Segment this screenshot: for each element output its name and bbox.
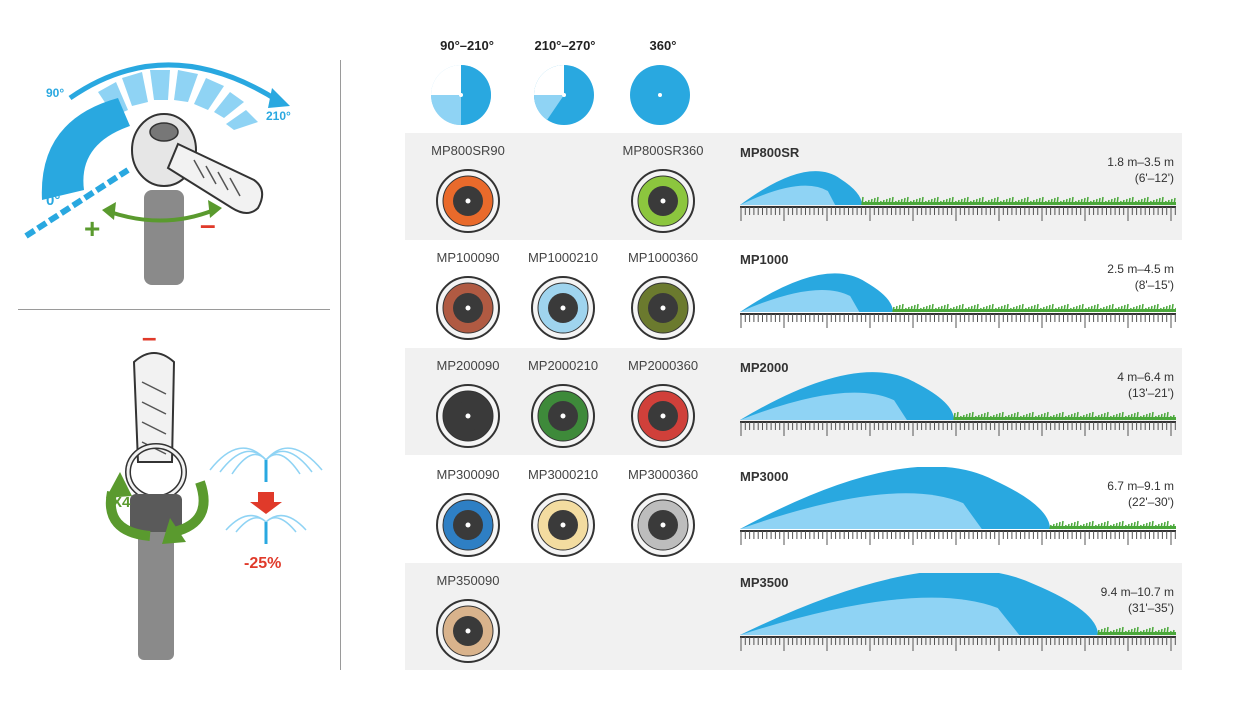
model-label: MP1000360 [627,250,699,265]
range-box: 9.4 m–10.7 m (31'–35') [1040,585,1174,621]
spray-inner [740,289,860,312]
nozzle-icon [531,384,595,448]
spray-inner [740,185,836,205]
model-label: MP100090 [436,250,500,265]
range-feet: (22'–30') [1128,495,1174,509]
quarter-to-half-arc-icon [431,65,491,125]
rotation-arrow-right [172,480,209,537]
nozzle-icon [436,493,500,557]
range-metric: 1.8 m–3.5 m [1107,155,1174,169]
model-label: MP2000360 [627,358,699,373]
zero-degree-label: 0° [46,192,60,209]
rotations-label: X4 [112,494,131,511]
left-panel-divider [18,309,330,310]
plus-label: + [84,213,100,244]
model-label: MP350090 [436,573,500,588]
ruler-ticks [740,207,1176,221]
arc-coverage-region [41,98,130,200]
nozzle-icon [436,384,500,448]
range-metric: 9.4 m–10.7 m [1100,585,1174,599]
range-feet: (8'–15') [1134,278,1174,292]
three-quarter-arc-icon [533,65,594,125]
range-metric: 6.7 m–9.1 m [1107,479,1174,493]
nozzle-icon [631,493,695,557]
spray-range-graphic [740,467,1176,545]
model-label: MP1000210 [527,250,599,265]
header-arc-90-210: 90°–210° [440,38,494,53]
rotation-arrow-left [105,491,151,541]
header-arc-360: 360° [649,38,677,53]
nozzle-icon [631,276,695,340]
top-minus-label: – [142,322,156,352]
nozzle-icon [436,276,500,340]
ruler-ticks [740,314,1176,328]
adjust-arrow [109,208,215,223]
series-name: MP3000 [740,469,789,484]
arc-arrow [68,62,282,105]
spray-inner [740,493,982,529]
range-feet: (13'–21') [1128,386,1174,400]
arc-arrow-head-icon [268,88,290,108]
nozzle-icon [631,384,695,448]
series-name: MP3500 [740,575,789,590]
range-box: 1.8 m–3.5 m (6'–12') [1040,155,1174,191]
range-feet: (31'–35') [1128,601,1174,615]
full-spray-fan [209,447,323,482]
zero-degree-line [24,167,130,239]
spray-inner [740,392,907,420]
nozzle-icon [531,276,595,340]
model-label: MP200090 [436,358,500,373]
range-metric: 4 m–6.4 m [1117,370,1174,384]
nozzle-icon [436,169,500,233]
model-label: MP300090 [436,467,500,482]
series-name: MP2000 [740,360,789,375]
spray-range-graphic [740,171,1176,221]
spray-range-graphic [740,372,1176,436]
header-arc-210-270: 210°–270° [534,38,596,53]
ruler-ticks [740,531,1176,545]
model-label: MP800SR360 [622,143,704,158]
range-metric: 2.5 m–4.5 m [1107,262,1174,276]
model-label: MP2000210 [527,358,599,373]
spray-fan-segments [98,70,258,130]
model-label: MP3000210 [527,467,599,482]
nozzle-icon [436,599,500,663]
minus-label: – [200,209,216,240]
arc-end-label: 210° [266,109,291,123]
main-divider [340,60,341,670]
arc-adjustment-illustration: 90° 210° 0° + – [24,62,291,285]
spray-range-graphic [740,573,1176,651]
nozzle-stem [144,190,184,285]
nozzle-icon [531,493,595,557]
range-feet: (6'–12') [1134,171,1174,185]
spray-range-graphic [740,273,1176,328]
nozzle-icon [631,169,695,233]
range-box: 6.7 m–9.1 m (22'–30') [1040,479,1174,515]
model-label: MP800SR90 [431,143,505,158]
reduced-spray-fan [225,514,307,544]
series-name: MP800SR [740,145,800,160]
arc-start-label: 90° [46,86,64,100]
range-box: 4 m–6.4 m (13'–21') [1040,370,1174,406]
model-label: MP3000360 [627,467,699,482]
range-box: 2.5 m–4.5 m (8'–15') [1040,262,1174,298]
radius-reduction-illustration: – X4 -25% [105,322,323,660]
spray-inner [740,597,1020,635]
nozzle-stem-bottom [138,532,174,660]
full-circle-icon [630,65,690,125]
ruler-ticks [740,422,1176,436]
adjustment-tool [166,142,264,214]
series-name: MP1000 [740,252,789,267]
reduction-arrow-icon [250,492,282,514]
ruler-ticks [740,637,1176,651]
reduction-percent-label: -25% [244,555,281,572]
